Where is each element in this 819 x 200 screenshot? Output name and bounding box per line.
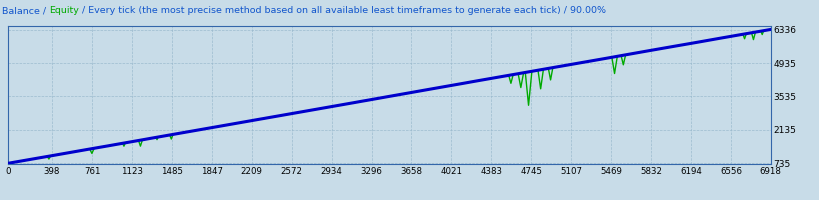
Text: Equity: Equity: [48, 6, 79, 15]
Text: Balance /: Balance /: [2, 6, 48, 15]
Text: / Every tick (the most precise method based on all available least timeframes to: / Every tick (the most precise method ba…: [79, 6, 605, 15]
